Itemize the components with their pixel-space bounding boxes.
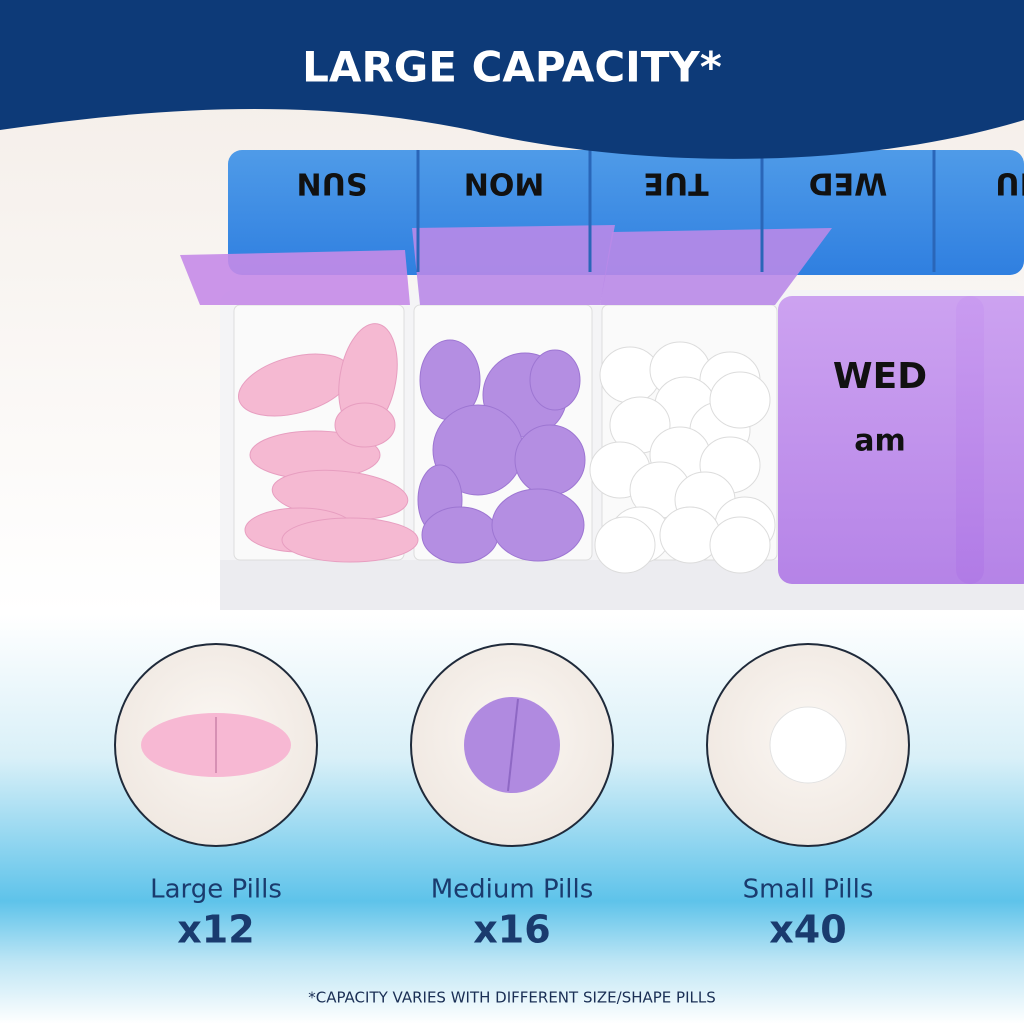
item-count: x16	[473, 908, 550, 952]
item-count: x40	[769, 908, 846, 952]
pill-small	[709, 371, 771, 429]
pill-medium	[514, 424, 586, 496]
header-band	[0, 0, 1024, 159]
pill-medium	[491, 488, 585, 562]
item-label: Small Pills	[743, 875, 874, 905]
closed-lid	[956, 296, 1024, 584]
score-line	[507, 698, 519, 792]
pill-small	[594, 516, 656, 574]
item-label: Medium Pills	[431, 875, 594, 905]
lid-day: WED	[833, 356, 927, 397]
pill-small	[659, 506, 721, 564]
open-lid	[600, 228, 832, 305]
pill-box: WED am SUNMONTUEpmWEDpmHU	[180, 114, 1024, 610]
lid-day: TUE	[643, 166, 708, 201]
title: LARGE CAPACITY*	[302, 43, 722, 92]
lid-day: WED	[809, 166, 888, 201]
lid-day: MON	[464, 166, 544, 201]
open-lid	[412, 225, 615, 305]
footnote: *CAPACITY VARIES WITH DIFFERENT SIZE/SHA…	[308, 989, 716, 1007]
lid-day: HU	[995, 166, 1024, 201]
pill-medium	[529, 349, 581, 411]
pill-small	[709, 516, 771, 574]
item-count: x12	[177, 908, 254, 952]
closed-lid	[778, 296, 984, 584]
open-lid	[180, 250, 410, 305]
pill-small-sample	[769, 706, 847, 784]
lid-day: SUN	[296, 166, 367, 201]
lid-time: am	[854, 424, 906, 459]
pill-medium	[421, 506, 499, 564]
item-label: Large Pills	[150, 875, 282, 905]
pill-large	[281, 517, 419, 563]
pill-large	[334, 402, 396, 448]
